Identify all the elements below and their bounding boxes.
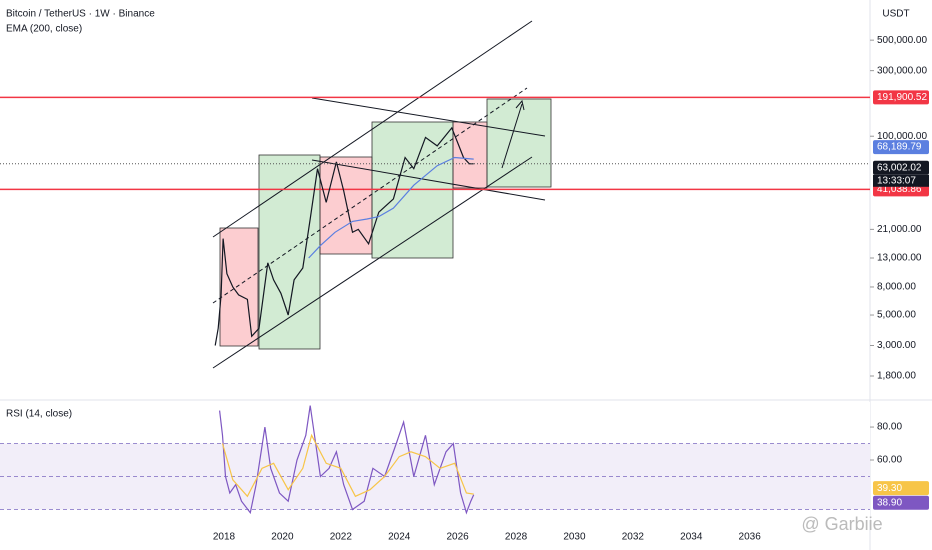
last-value-label: 39.30 bbox=[877, 483, 902, 494]
pane-title: RSI (14, close) bbox=[6, 409, 72, 420]
wedge-top bbox=[311, 97, 546, 137]
countdown: 13:33:07 bbox=[877, 175, 916, 186]
hline-label-bg bbox=[873, 90, 929, 105]
y-tick-label: 100,000.00 bbox=[877, 131, 927, 142]
x-tick-label: 2020 bbox=[271, 532, 294, 543]
box bbox=[452, 121, 488, 189]
last-value-label-bg bbox=[873, 140, 929, 155]
y-tick-label: 8,000.00 bbox=[877, 282, 916, 293]
wedge-bottom bbox=[311, 159, 546, 201]
hline-label: 191,900.52 bbox=[877, 92, 927, 103]
y-tick-label: 300,000.00 bbox=[877, 65, 927, 76]
y-tick-label: 80.00 bbox=[877, 422, 902, 433]
legend-entry: EMA (200, close) bbox=[6, 24, 82, 35]
series-line bbox=[214, 126, 474, 346]
x-tick-label: 2034 bbox=[680, 532, 703, 543]
y-tick-label: 60.00 bbox=[877, 455, 902, 466]
rsi-pane bbox=[0, 402, 870, 520]
series-line bbox=[221, 433, 474, 498]
channel-mid bbox=[212, 87, 528, 304]
currency: USDT bbox=[882, 9, 909, 20]
x-tick-label: 2024 bbox=[388, 532, 411, 543]
symbol-title: Bitcoin / TetherUS · 1W · Binance bbox=[6, 9, 155, 20]
channel-top bbox=[212, 20, 533, 238]
y-tick-label: 500,000.00 bbox=[877, 35, 927, 46]
last-value-label: 63,002.02 bbox=[877, 162, 922, 173]
box bbox=[219, 227, 259, 347]
hline-label: 41,038.86 bbox=[877, 184, 922, 195]
y-tick-label: 1,800.00 bbox=[877, 371, 916, 382]
x-tick-label: 2032 bbox=[622, 532, 645, 543]
trend-lines bbox=[212, 20, 546, 369]
y-tick-label: 13,000.00 bbox=[877, 253, 922, 264]
x-tick-label: 2036 bbox=[739, 532, 762, 543]
y-tick-label: 21,000.00 bbox=[877, 224, 922, 235]
last-value-label-bg bbox=[873, 160, 929, 175]
channel-bottom bbox=[212, 156, 533, 369]
series-line bbox=[219, 405, 475, 515]
x-tick-label: 2026 bbox=[447, 532, 470, 543]
last-value-label-bg bbox=[873, 495, 929, 510]
band-fill bbox=[0, 443, 870, 510]
y-tick-label: 3,000.00 bbox=[877, 340, 916, 351]
x-tick-label: 2030 bbox=[563, 532, 586, 543]
countdown-bg bbox=[873, 174, 929, 187]
last-value-label: 38.90 bbox=[877, 497, 902, 508]
arrow bbox=[501, 99, 525, 169]
watermark: @ Garbiie bbox=[801, 514, 882, 534]
last-value-label-bg bbox=[873, 481, 929, 496]
x-tick-label: 2028 bbox=[505, 532, 528, 543]
x-tick-label: 2018 bbox=[213, 532, 236, 543]
box bbox=[258, 154, 321, 350]
y-tick-label: 5,000.00 bbox=[877, 310, 916, 321]
last-value-label: 68,189.79 bbox=[877, 142, 922, 153]
x-tick-label: 2022 bbox=[330, 532, 353, 543]
series-line bbox=[308, 156, 474, 259]
